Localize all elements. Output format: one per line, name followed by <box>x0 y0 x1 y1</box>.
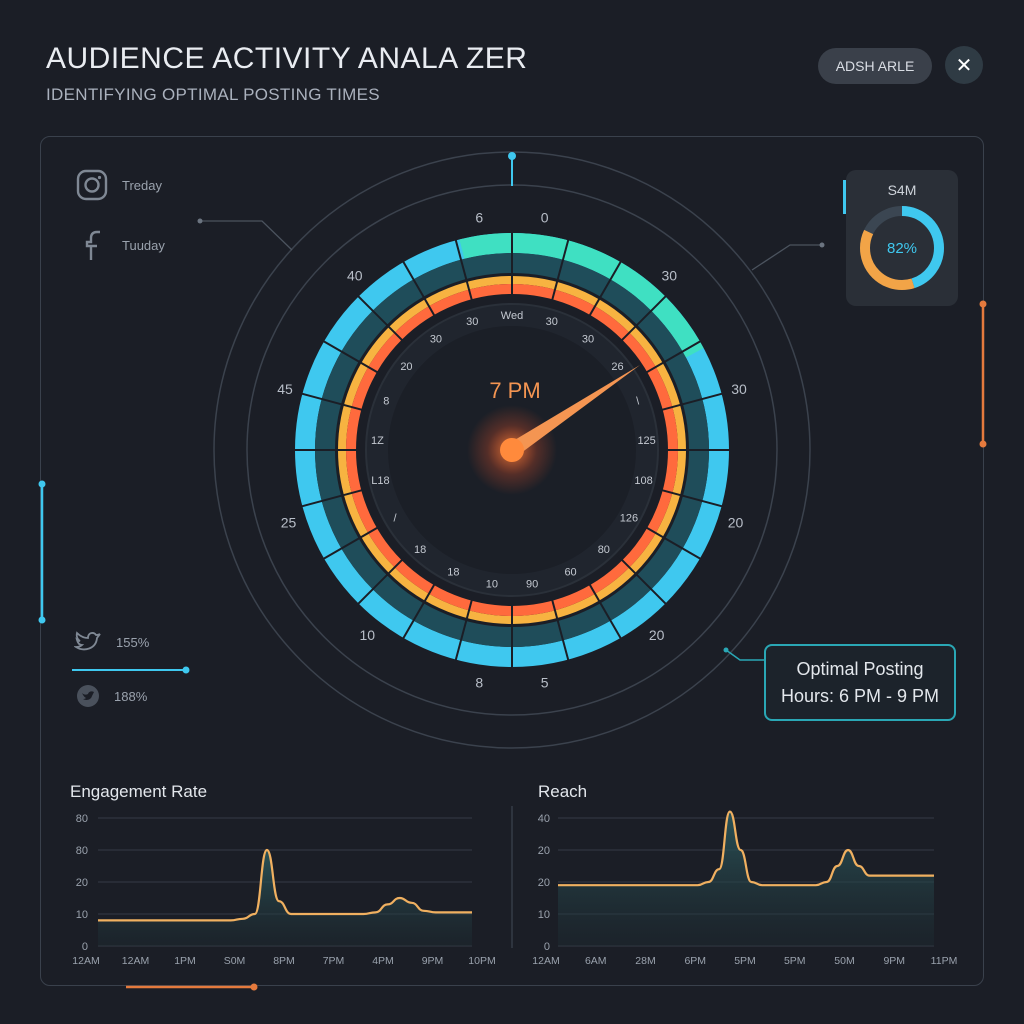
dial-outer-label: 25 <box>281 515 297 531</box>
dial-inner-label: 10 <box>486 578 498 590</box>
dial-inner-label: 30 <box>430 333 442 345</box>
dial-outer-label: 6 <box>475 209 483 225</box>
dial-inner-label: 18 <box>447 567 459 579</box>
callout-line-1: Optimal Posting <box>796 658 924 679</box>
reach-donut-card: S4M 82% <box>843 170 958 306</box>
dial-outer-label: 5 <box>541 675 549 691</box>
dial-outer-label: 30 <box>661 267 677 283</box>
dial-outer-label: 20 <box>649 627 665 643</box>
dial-hub <box>500 438 524 462</box>
dial-inner-label: 125 <box>637 435 655 447</box>
sidebar-item-label: 155% <box>116 634 150 650</box>
dial-inner-label: 30 <box>546 316 558 328</box>
dial-outer-label: 8 <box>475 675 483 691</box>
donut-value: 82% <box>886 240 918 257</box>
main-panel <box>40 136 984 986</box>
dial-inner-label: 8 <box>383 396 389 408</box>
sidebar-item-label: Treday <box>122 177 162 193</box>
engagement-chart-title: Engagement Rate <box>70 782 208 801</box>
sidebar-item-bird[interactable]: 188% <box>76 684 147 708</box>
dial-inner-label: L18 <box>371 475 389 487</box>
donut-title: S4M <box>887 182 917 198</box>
dial-inner-label: 30 <box>466 316 478 328</box>
donut-chart <box>860 206 944 290</box>
share-button[interactable]: ADSH ARLE <box>818 48 932 84</box>
close-button[interactable]: ✕ <box>945 46 983 84</box>
sidebar-item-twitter[interactable]: 155% <box>74 630 149 654</box>
sidebar-item-label: 188% <box>114 688 148 704</box>
dial-center-time: 7 PM <box>489 378 541 403</box>
instagram-icon <box>76 169 108 201</box>
facebook-icon <box>85 230 100 260</box>
reach-chart-title: Reach <box>538 782 588 801</box>
close-icon: ✕ <box>955 54 973 77</box>
dial-inner-label: 80 <box>598 544 610 556</box>
dial-inner-label: \ <box>636 396 640 408</box>
callout-line-2: Hours: 6 PM - 9 PM <box>780 685 940 706</box>
dial-outer-label: 0 <box>541 209 549 225</box>
dial-inner-label: 26 <box>611 361 623 373</box>
bird-badge-icon <box>77 685 99 707</box>
dial-inner-label: 90 <box>526 578 538 590</box>
page-title: AUDIENCE ACTIVITY ANALA ZER <box>46 42 528 75</box>
dial-outer-label: 10 <box>360 627 376 643</box>
dial-outer-label: 30 <box>731 381 747 397</box>
dial-inner-label: / <box>394 513 398 525</box>
dial-outer-label: 20 <box>728 515 744 531</box>
dial-inner-label: 126 <box>620 513 638 525</box>
sidebar-item-label: Tuuday <box>122 237 165 253</box>
dial-inner-label: 1Z <box>371 435 384 447</box>
dial-outer-label: 45 <box>277 381 293 397</box>
dial-inner-label: 108 <box>634 475 652 487</box>
sidebar-item-facebook[interactable]: Tuuday <box>80 228 165 262</box>
dial-inner-label: 20 <box>400 361 412 373</box>
dial-inner-label: 18 <box>414 544 426 556</box>
sidebar-item-instagram[interactable]: Treday <box>76 169 162 201</box>
dial-outer-label: 40 <box>347 267 363 283</box>
twitter-icon <box>74 631 101 651</box>
dial-inner-label: Wed <box>501 310 523 322</box>
dial-needle <box>508 365 640 456</box>
dial-inner-label: 60 <box>564 567 576 579</box>
page-subtitle: IDENTIFYING OPTIMAL POSTING TIMES <box>46 85 380 104</box>
optimal-hours-callout: Optimal Posting Hours: 6 PM - 9 PM <box>764 644 956 721</box>
dial-inner-label: 30 <box>582 333 594 345</box>
